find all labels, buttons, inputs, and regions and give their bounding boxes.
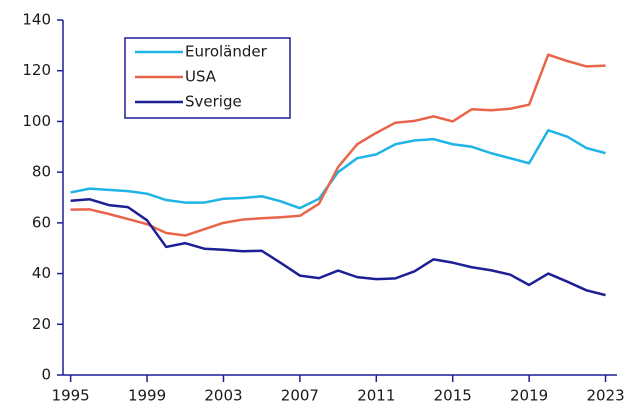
y-tick-label: 120 — [22, 61, 51, 79]
series-line — [70, 53, 606, 237]
legend-label: Sverige — [185, 93, 242, 111]
series-line — [70, 198, 606, 297]
y-tick-label: 40 — [32, 264, 51, 282]
y-tick-label: 100 — [22, 112, 51, 130]
x-tick-label: 1995 — [52, 387, 90, 405]
x-tick-label: 2007 — [281, 387, 319, 405]
y-tick-label: 20 — [32, 315, 51, 333]
x-tick-label: 2019 — [510, 387, 548, 405]
x-tick-label: 1999 — [128, 387, 166, 405]
y-tick-label: 0 — [41, 366, 51, 384]
x-tick-label: 2015 — [434, 387, 472, 405]
y-tick-label: 140 — [22, 11, 51, 29]
legend-label: Euroländer — [185, 43, 268, 61]
legend-label: USA — [185, 68, 217, 86]
x-tick-label: 2023 — [586, 387, 624, 405]
x-tick-label: 2011 — [357, 387, 395, 405]
y-tick-label: 60 — [32, 213, 51, 231]
series-line — [70, 129, 606, 210]
y-tick-label: 80 — [32, 163, 51, 181]
x-tick-label: 2003 — [204, 387, 242, 405]
